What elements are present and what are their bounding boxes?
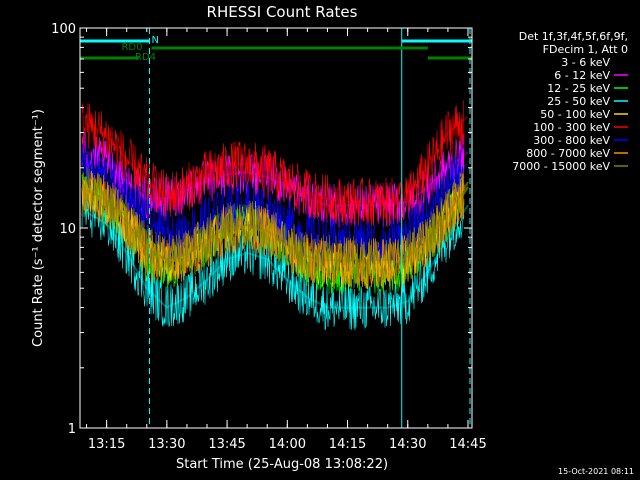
legend-entry-label: 25 - 50 keV: [547, 95, 610, 108]
legend: Det 1f,3f,4f,5f,6f,9f,FDecim 1, Att 03 -…: [512, 30, 628, 173]
legend-header-line: Det 1f,3f,4f,5f,6f,9f,: [519, 30, 628, 43]
status-bar-label-RD0: RD0: [121, 42, 142, 53]
footer-stamp: 15-Oct-2021 08:11: [558, 467, 634, 476]
series-noisy-trace: [81, 132, 465, 228]
x-tick-label: 14:15: [329, 437, 366, 452]
legend-entry-label: 12 - 25 keV: [547, 82, 610, 95]
y-tick-label: 100: [51, 22, 76, 37]
y-tick-label: 1: [68, 422, 76, 437]
legend-entry-label: 6 - 12 keV: [554, 69, 610, 82]
x-tick-label: 13:15: [88, 437, 125, 452]
y-axis-label: Count Rate (s⁻¹ detector segment⁻¹): [31, 109, 46, 347]
series-layer: [81, 100, 469, 331]
x-tick-label: 13:45: [208, 437, 245, 452]
legend-entry-label: 7000 - 15000 keV: [512, 160, 610, 173]
x-tick-label: 13:30: [148, 437, 185, 452]
series-100-300keV: [81, 100, 469, 227]
chart-title: RHESSI Count Rates: [207, 3, 358, 21]
legend-entry-label: 300 - 800 keV: [533, 134, 610, 147]
legend-entry-label: 800 - 7000 keV: [526, 147, 610, 160]
series-7000-15000keV: [81, 164, 469, 287]
x-axis-label: Start Time (25-Aug-08 13:08:22): [176, 457, 388, 472]
series-trend-line: [86, 204, 469, 309]
series-noisy-trace: [81, 164, 465, 287]
series-noisy-trace: [81, 142, 465, 267]
x-tick-label: 14:45: [449, 437, 486, 452]
legend-entry-label: 50 - 100 keV: [540, 108, 610, 121]
status-bar-label-RD4: RD4: [135, 52, 156, 63]
series-noisy-trace: [81, 100, 465, 227]
legend-entry-label: 3 - 6 keV: [561, 56, 610, 69]
status-bar-label-N: N: [151, 35, 158, 46]
legend-entry-label: 100 - 300 keV: [533, 121, 610, 134]
y-tick-label: 10: [59, 222, 76, 237]
legend-header-line: FDecim 1, Att 0: [543, 43, 628, 56]
x-tick-label: 14:00: [269, 437, 306, 452]
x-tick-label: 14:30: [389, 437, 426, 452]
series-25-50keV: [81, 192, 469, 331]
series-noisy-trace: [81, 192, 465, 331]
axes-layer: 13:15 13:30 13:45 14:00 14:15 14:30 14:45 1 10 10…: [51, 22, 487, 452]
